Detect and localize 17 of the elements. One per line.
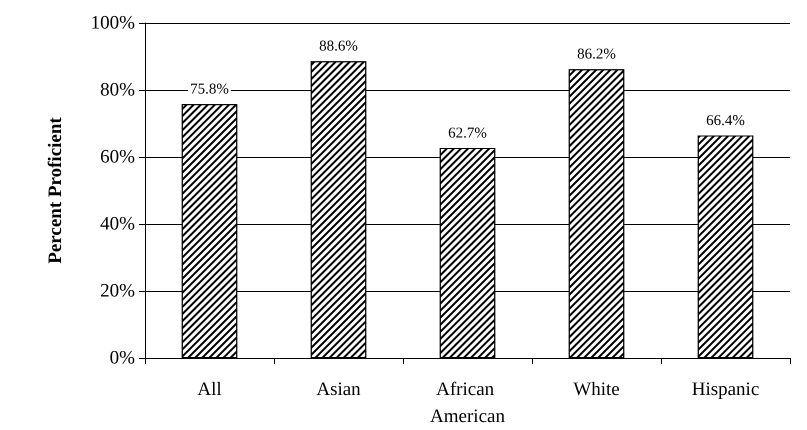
y-tick-label: 60% (100, 146, 136, 168)
y-tick-label: 40% (100, 214, 136, 234)
x-tick-label: Hispanic (692, 379, 760, 400)
data-label: 86.2% (577, 46, 616, 63)
y-tick-label: 0% (110, 348, 136, 368)
x-tick-label: Asian (316, 379, 362, 400)
x-tick-label: All (197, 379, 222, 400)
x-tick-label: African American (430, 379, 506, 427)
y-axis-title: Percent Proficient (45, 116, 66, 264)
y-tick-label: 20% (100, 280, 136, 302)
y-tick-label: 80% (100, 80, 136, 100)
x-tick-label: White (573, 379, 620, 400)
data-label: 88.6% (319, 38, 358, 55)
data-label: 75.8% (190, 82, 229, 98)
data-label: 66.4% (706, 113, 745, 130)
y-tick-label: 100% (90, 12, 136, 34)
data-label: 62.7% (448, 125, 487, 142)
